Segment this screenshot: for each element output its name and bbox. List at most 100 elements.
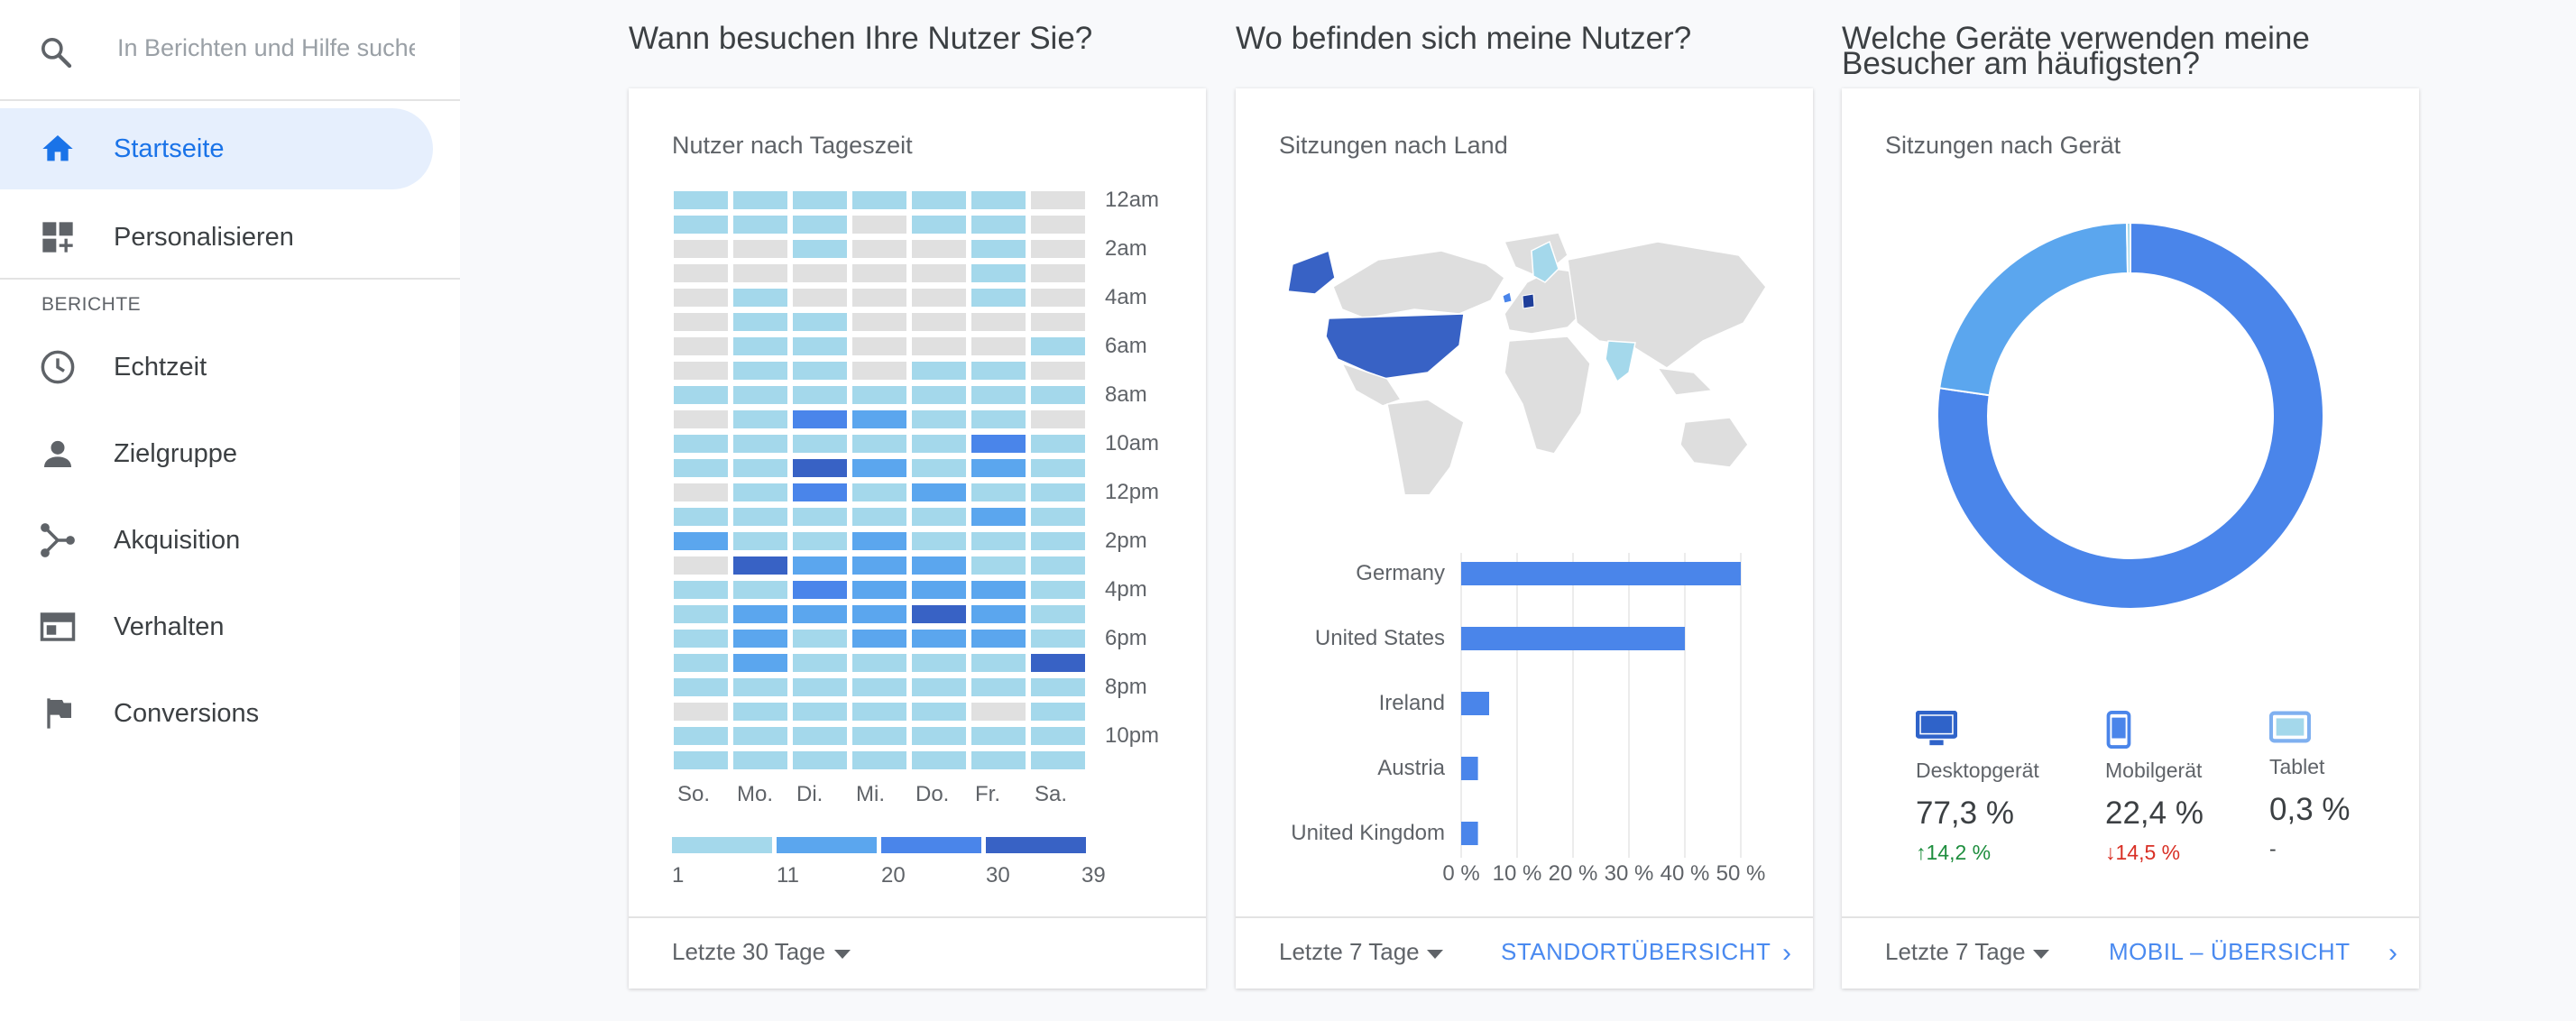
- heatmap-cell: [1031, 605, 1085, 623]
- heatmap-cell: [674, 289, 728, 307]
- heatmap-cell: [1031, 240, 1085, 258]
- heatmap-cell: [912, 362, 966, 380]
- location-overview-link[interactable]: STANDORTÜBERSICHT: [1501, 938, 1771, 965]
- heatmap-cell: [1031, 337, 1085, 355]
- map-se-asia: [1656, 367, 1714, 396]
- device-mobile: Mobilgerät 22,4 % ↓14,5 %: [2105, 711, 2249, 865]
- heatmap-cell: [912, 605, 966, 623]
- heatmap-cell: [733, 532, 787, 550]
- heatmap-cell: [1031, 289, 1085, 307]
- heatmap-cell: [793, 459, 847, 477]
- day-label: Mo.: [737, 782, 773, 806]
- heatmap-cell: [674, 264, 728, 282]
- mobile-overview-link[interactable]: MOBIL – ÜBERSICHT: [2109, 938, 2351, 965]
- dashboard-add-icon: [38, 217, 78, 257]
- x-tick-label: 50 %: [1716, 861, 1766, 886]
- caret-down-icon[interactable]: [834, 950, 851, 959]
- donut-slice: [1937, 221, 2324, 610]
- heatmap-cell: [912, 289, 966, 307]
- card-sessions-by-country: Sitzungen nach Land 0 % 10 % 20 % 30 % 40 % 5…: [1236, 88, 1813, 989]
- nav-item-audience[interactable]: Zielgruppe: [0, 413, 433, 494]
- heatmap-cell: [1031, 362, 1085, 380]
- heatmap-cell: [674, 751, 728, 769]
- acquisition-icon: [38, 520, 78, 560]
- nav-item-behavior[interactable]: Verhalten: [0, 586, 433, 667]
- heatmap-cell: [793, 703, 847, 721]
- heatmap-cell: [912, 459, 966, 477]
- date-range-dropdown[interactable]: Letzte 7 Tage: [1885, 938, 2026, 965]
- heatmap-cell: [912, 264, 966, 282]
- heatmap-cell: [912, 727, 966, 745]
- date-range-dropdown[interactable]: Letzte 7 Tage: [1279, 938, 1420, 965]
- heatmap-cell: [971, 240, 1026, 258]
- heatmap-cell: [852, 386, 906, 404]
- heatmap-cell: [971, 556, 1026, 575]
- heatmap-cell: [674, 654, 728, 672]
- nav-item-conversions[interactable]: Conversions: [0, 673, 433, 754]
- heatmap-cell: [1031, 678, 1085, 696]
- heatmap-cell: [1031, 459, 1085, 477]
- date-range-dropdown[interactable]: Letzte 30 Tage: [672, 938, 826, 965]
- nav-item-customize[interactable]: Personalisieren: [0, 197, 433, 278]
- search-input[interactable]: In Berichten und Hilfe suche: [117, 34, 415, 61]
- device-name: Tablet: [2269, 755, 2325, 778]
- day-label: So.: [677, 782, 710, 806]
- chevron-right-icon[interactable]: ›: [1782, 938, 1791, 968]
- heatmap-cell: [733, 678, 787, 696]
- legend-label: 20: [881, 863, 906, 888]
- nav-item-label: Startseite: [114, 133, 225, 163]
- heatmap-cell: [852, 289, 906, 307]
- nav-item-acquisition[interactable]: Akquisition: [0, 500, 433, 581]
- chevron-right-icon[interactable]: ›: [2388, 938, 2397, 968]
- x-tick-label: 0 %: [1442, 861, 1479, 886]
- heatmap-cell: [852, 556, 906, 575]
- heatmap-cell: [793, 751, 847, 769]
- heatmap-cell: [674, 508, 728, 526]
- heatmap-cell: [852, 630, 906, 648]
- caret-down-icon[interactable]: [2033, 950, 2049, 959]
- device-change: -: [2269, 837, 2277, 860]
- heatmap-cell: [674, 240, 728, 258]
- legend-label: 30: [986, 863, 1010, 888]
- heatmap-cell: [733, 605, 787, 623]
- nav-item-home[interactable]: Startseite: [0, 108, 433, 189]
- heatmap-cell: [674, 483, 728, 501]
- heatmap-cell: [1031, 630, 1085, 648]
- heatmap-cell: [793, 240, 847, 258]
- device-donut-chart: [1937, 221, 2324, 610]
- legend-swatch: [881, 837, 981, 853]
- heatmap-cell: [733, 459, 787, 477]
- heatmap-cell: [912, 751, 966, 769]
- section-title-devices-line2: Besucher am häufigsten?: [1842, 46, 2200, 81]
- heatmap-cell: [733, 240, 787, 258]
- caret-down-icon[interactable]: [1427, 950, 1443, 959]
- heatmap-cell: [852, 362, 906, 380]
- heatmap-cell: [971, 703, 1026, 721]
- desktop-icon: [1915, 710, 1958, 746]
- heatmap-cell: [793, 410, 847, 428]
- map-australia: [1679, 417, 1749, 468]
- heatmap-cell: [971, 386, 1026, 404]
- heatmap-cell: [912, 313, 966, 331]
- heatmap-cell: [674, 362, 728, 380]
- heatmap-cell: [674, 459, 728, 477]
- heatmap-cell: [852, 435, 906, 453]
- x-tick-label: 20 %: [1549, 861, 1598, 886]
- heatmap-cell: [971, 264, 1026, 282]
- device-name: Mobilgerät: [2105, 759, 2203, 782]
- heatmap-cell: [674, 556, 728, 575]
- heatmap-cell: [733, 727, 787, 745]
- heatmap-cell: [1031, 216, 1085, 234]
- legend-label: 11: [777, 863, 799, 888]
- search-icon[interactable]: [38, 34, 74, 70]
- heatmap-cell: [971, 630, 1026, 648]
- heatmap-cell: [793, 386, 847, 404]
- nav-item-realtime[interactable]: Echtzeit: [0, 327, 433, 408]
- device-share: 0,3 %: [2269, 792, 2351, 827]
- day-label: Sa.: [1035, 782, 1067, 806]
- card-title: Nutzer nach Tageszeit: [672, 132, 913, 159]
- world-map: [1287, 232, 1767, 494]
- search-bar[interactable]: In Berichten und Hilfe suche: [0, 0, 460, 101]
- heatmap-cell: [912, 483, 966, 501]
- heatmap-cell: [793, 556, 847, 575]
